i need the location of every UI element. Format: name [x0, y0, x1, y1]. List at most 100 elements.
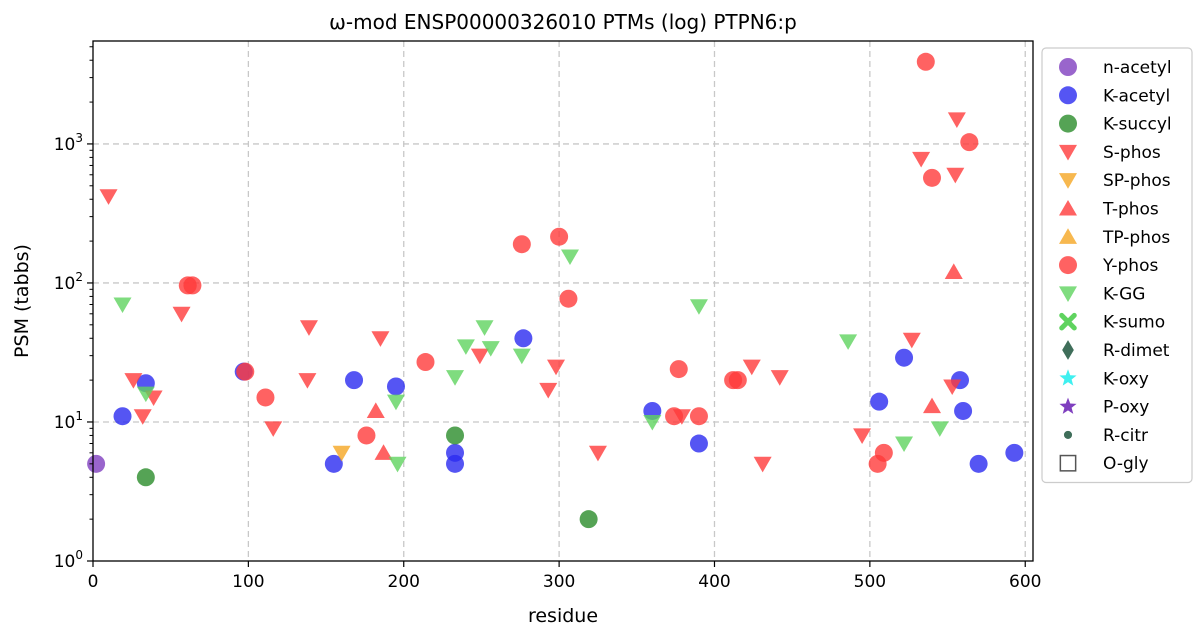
point-S-phos [470, 348, 489, 365]
y-tick-label: 102 [54, 270, 83, 294]
chart-title: ω-mod ENSP00000326010 PTMs (log) PTPN6:p [329, 10, 797, 34]
point-Y-phos [689, 407, 708, 426]
legend-box [1041, 47, 1193, 484]
point-K-GG [643, 414, 662, 431]
x-tick-label: 300 [543, 572, 575, 592]
point-T-phos [374, 444, 393, 460]
point-S-phos [299, 320, 318, 336]
point-T-phos [366, 402, 385, 418]
legend-marker-T-phos [1059, 199, 1077, 216]
point-K-GG [388, 456, 407, 473]
x-tick-label: 100 [232, 572, 264, 592]
point-K-acetyl [514, 329, 533, 348]
point-K-GG [839, 334, 858, 350]
legend-label: K-GG [1103, 284, 1145, 304]
point-Y-phos [665, 407, 684, 426]
point-S-phos [298, 373, 317, 389]
point-K-GG [689, 299, 708, 315]
point-S-phos [742, 359, 761, 376]
point-S-phos [172, 306, 191, 323]
legend-label: O-gly [1103, 454, 1149, 474]
y-tick-label: 100 [54, 548, 83, 572]
point-K-GG [386, 394, 405, 411]
legend-marker-Y-phos [1059, 256, 1077, 275]
legend-label: K-sumo [1103, 313, 1165, 333]
grid-lines [93, 41, 1033, 561]
point-S-phos [539, 382, 558, 399]
legend-marker-TP-phos [1059, 228, 1077, 244]
point-S-phos [124, 373, 143, 389]
point-K-succyl [136, 468, 155, 487]
point-K-acetyl [870, 392, 889, 411]
x-axis-title: residue [528, 605, 598, 627]
point-T-phos [944, 263, 963, 279]
legend-marker-S-phos [1059, 144, 1077, 161]
y-axis-title: PSM (tabbs) [11, 244, 33, 358]
y-tick-label: 101 [54, 409, 83, 433]
legend-marker-K-GG [1059, 286, 1077, 302]
point-K-GG [475, 320, 494, 336]
point-K-GG [481, 341, 500, 357]
point-n-acetyl [87, 454, 106, 473]
point-K-GG [113, 297, 132, 314]
legend-label: Y-phos [1102, 256, 1158, 276]
point-Y-phos [559, 289, 578, 308]
legend-marker-SP-phos [1059, 173, 1077, 189]
point-Y-phos [550, 227, 569, 246]
x-tick-label: 600 [1009, 572, 1041, 592]
x-tick-label: 0 [88, 572, 99, 592]
legend-label: R-dimet [1103, 341, 1170, 361]
legend-marker-R-citr [1063, 430, 1073, 439]
point-Y-phos [669, 360, 688, 379]
legend-label: K-acetyl [1103, 86, 1170, 106]
point-K-GG [456, 339, 475, 355]
y-axis: 100 101 102 103 [54, 46, 93, 572]
point-S-phos [943, 379, 962, 396]
point-Y-phos [183, 276, 202, 295]
legend: n-acetyl K-acetyl K-succyl S-phos SP-phos T-p… [1041, 47, 1193, 484]
point-S-phos [947, 112, 966, 128]
point-K-acetyl [386, 377, 405, 396]
point-K-acetyl [345, 371, 364, 390]
legend-label: R-citr [1103, 426, 1148, 446]
point-S-phos [912, 151, 931, 168]
point-K-acetyl [446, 454, 465, 473]
point-K-acetyl [1005, 443, 1024, 462]
point-Y-phos [416, 353, 435, 372]
legend-marker-n-acetyl [1059, 58, 1077, 76]
point-S-phos [547, 359, 566, 376]
point-S-phos [946, 167, 965, 184]
legend-marker-R-dimet [1062, 340, 1074, 360]
point-Y-phos [916, 52, 935, 71]
legend-marker-P-oxy [1059, 397, 1077, 414]
legend-label: TP-phos [1102, 228, 1170, 248]
legend-marker-K-oxy [1059, 369, 1077, 386]
point-S-phos [853, 428, 872, 444]
point-S-phos [99, 189, 118, 205]
x-tick-label: 200 [388, 572, 420, 592]
x-tick-label: 500 [854, 572, 886, 592]
point-S-phos [770, 370, 789, 386]
point-K-acetyl [895, 348, 914, 367]
point-K-GG [512, 348, 531, 365]
plot-frame [92, 40, 1034, 562]
point-Y-phos [923, 168, 942, 187]
x-axis: 0 100 200 300 400 500 600 [88, 561, 1041, 592]
point-Y-phos [512, 235, 531, 254]
point-K-succyl [579, 510, 598, 529]
point-K-acetyl [324, 454, 343, 473]
legend-label: n-acetyl [1103, 58, 1172, 78]
point-Y-phos [236, 362, 255, 381]
point-Y-phos [357, 426, 376, 445]
point-K-GG [446, 370, 465, 386]
point-K-GG [136, 386, 155, 403]
point-K-GG [895, 436, 914, 453]
y-tick-label: 103 [54, 131, 83, 155]
legend-label: T-phos [1102, 200, 1159, 220]
point-K-GG [560, 249, 579, 266]
point-S-phos [264, 421, 283, 437]
point-Y-phos [728, 371, 747, 390]
point-K-GG [930, 421, 949, 437]
point-S-phos [371, 331, 390, 347]
